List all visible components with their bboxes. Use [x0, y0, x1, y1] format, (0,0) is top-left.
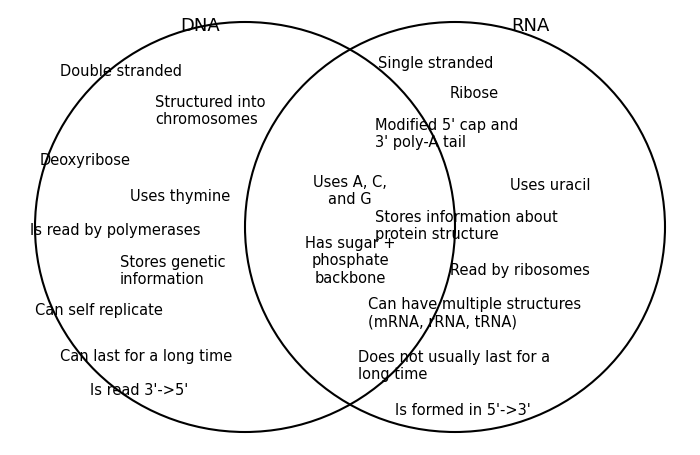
Text: Can self replicate: Can self replicate	[35, 303, 163, 318]
Text: Is read 3'->5': Is read 3'->5'	[90, 383, 188, 398]
Text: Has sugar +
phosphate
backbone: Has sugar + phosphate backbone	[304, 236, 395, 285]
Text: Single stranded: Single stranded	[378, 56, 493, 71]
Text: Deoxyribose: Deoxyribose	[40, 153, 131, 168]
Text: Is read by polymerases: Is read by polymerases	[30, 223, 200, 238]
Text: Is formed in 5'->3': Is formed in 5'->3'	[395, 403, 531, 418]
Text: Can have multiple structures
(mRNA, rRNA, tRNA): Can have multiple structures (mRNA, rRNA…	[368, 296, 581, 329]
Text: Stores information about
protein structure: Stores information about protein structu…	[375, 209, 558, 242]
Text: Does not usually last for a
long time: Does not usually last for a long time	[358, 349, 550, 381]
Text: Uses thymine: Uses thymine	[130, 188, 230, 203]
Text: Uses A, C,
and G: Uses A, C, and G	[313, 174, 387, 207]
Text: Uses uracil: Uses uracil	[510, 178, 591, 193]
Text: DNA: DNA	[180, 17, 220, 35]
Text: Stores genetic
information: Stores genetic information	[120, 254, 225, 287]
Text: Can last for a long time: Can last for a long time	[60, 348, 232, 363]
Text: Structured into
chromosomes: Structured into chromosomes	[155, 95, 265, 127]
Text: Read by ribosomes: Read by ribosomes	[450, 263, 590, 278]
Text: Double stranded: Double stranded	[60, 63, 182, 78]
Text: Ribose: Ribose	[450, 86, 499, 101]
Text: Modified 5' cap and
3' poly-A tail: Modified 5' cap and 3' poly-A tail	[375, 117, 518, 150]
Text: RNA: RNA	[511, 17, 550, 35]
